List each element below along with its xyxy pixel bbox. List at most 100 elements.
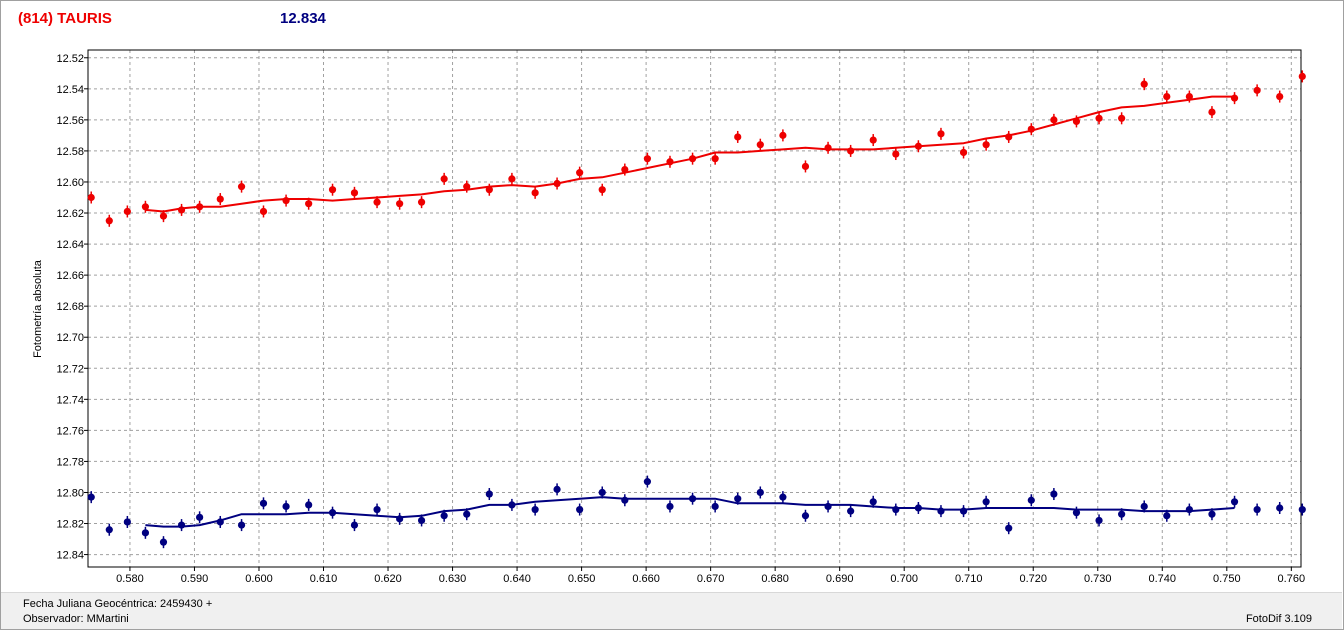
data-point-blue xyxy=(1163,512,1171,520)
data-point-red xyxy=(1185,92,1193,101)
x-tick-label: 0.710 xyxy=(955,573,983,585)
data-point-red xyxy=(892,150,900,158)
julian-date-label: Fecha Juliana Geocéntrica: 2459430 + xyxy=(23,598,213,610)
data-point-red xyxy=(159,212,168,220)
y-tick-label: 12.54 xyxy=(56,84,84,96)
data-point-red xyxy=(1140,80,1148,88)
data-point-blue xyxy=(328,509,337,517)
data-point-blue xyxy=(847,507,855,515)
series xyxy=(87,70,1306,549)
data-point-red xyxy=(982,141,990,149)
y-tick-label: 12.66 xyxy=(56,270,84,282)
data-point-blue xyxy=(463,510,471,518)
ticks: 0.580 0.590 0.600 0.610 0.620 0.630 0.640 0.650… xyxy=(56,53,1305,585)
data-point-red xyxy=(756,141,764,149)
y-tick-label: 12.52 xyxy=(56,53,84,65)
data-point-red xyxy=(141,203,150,211)
data-point-red xyxy=(1050,116,1058,124)
y-tick-label: 12.84 xyxy=(56,550,84,562)
data-point-red xyxy=(305,200,313,208)
plot-frame xyxy=(87,49,1302,568)
y-tick-label: 12.70 xyxy=(56,332,84,344)
data-point-blue xyxy=(373,505,381,514)
data-point-red xyxy=(914,142,922,150)
x-tick-label: 0.730 xyxy=(1084,573,1112,585)
x-tick-label: 0.740 xyxy=(1149,573,1177,585)
y-tick-label: 12.72 xyxy=(56,363,84,375)
x-tick-label: 0.690 xyxy=(826,573,854,585)
data-point-blue xyxy=(531,505,539,514)
x-tick-label: 0.720 xyxy=(1019,573,1047,585)
data-point-blue xyxy=(959,507,968,515)
data-point-blue xyxy=(756,488,764,497)
data-point-blue xyxy=(801,512,810,520)
data-point-blue xyxy=(237,521,246,529)
data-point-red xyxy=(1253,86,1261,94)
x-tick-label: 0.700 xyxy=(890,573,918,585)
data-point-red xyxy=(1095,114,1103,122)
x-tick-label: 0.620 xyxy=(374,573,402,585)
data-point-blue xyxy=(123,518,131,526)
data-point-red xyxy=(87,193,95,202)
data-point-blue xyxy=(350,521,359,529)
data-point-blue xyxy=(711,502,719,511)
x-tick-label: 0.750 xyxy=(1213,573,1241,585)
data-point-red xyxy=(1118,114,1126,122)
data-point-red xyxy=(576,169,584,177)
observer-label: Observador: MMartini xyxy=(23,613,129,625)
data-point-red xyxy=(734,133,742,141)
grid xyxy=(88,50,1301,567)
data-point-blue xyxy=(1276,504,1284,512)
data-point-red xyxy=(621,165,629,174)
y-tick-label: 12.68 xyxy=(56,301,84,313)
data-point-blue xyxy=(937,507,945,515)
x-tick-label: 0.650 xyxy=(568,573,596,585)
data-point-red xyxy=(666,158,674,166)
data-point-red xyxy=(396,200,404,208)
data-point-blue xyxy=(1005,524,1013,532)
y-tick-label: 12.56 xyxy=(56,115,84,127)
data-point-blue xyxy=(259,499,268,507)
data-point-red xyxy=(463,183,471,191)
data-point-blue xyxy=(621,496,629,504)
data-point-blue xyxy=(1140,502,1148,511)
data-point-red xyxy=(824,144,832,152)
data-point-blue xyxy=(1230,498,1239,506)
y-tick-label: 12.62 xyxy=(56,208,84,220)
object-name: (814) TAURIS xyxy=(18,10,112,27)
data-point-red xyxy=(177,206,186,214)
data-point-blue xyxy=(824,502,832,511)
x-tick-label: 0.660 xyxy=(632,573,660,585)
fit-line-blue xyxy=(145,496,1235,528)
y-tick-label: 12.76 xyxy=(56,425,84,437)
y-tick-label: 12.80 xyxy=(56,487,84,499)
data-point-red xyxy=(869,136,877,144)
data-point-blue xyxy=(417,516,426,525)
y-tick-label: 12.82 xyxy=(56,519,84,531)
data-point-blue xyxy=(440,512,448,520)
y-axis-label: Fotometría absoluta xyxy=(32,259,44,358)
data-point-red xyxy=(847,147,855,155)
data-point-red xyxy=(417,198,426,206)
data-point-blue xyxy=(553,485,561,493)
data-point-blue xyxy=(508,501,516,509)
mean-magnitude: 12.834 xyxy=(280,10,326,27)
data-point-blue xyxy=(1095,516,1103,525)
data-point-blue xyxy=(1208,510,1216,518)
data-point-blue xyxy=(1253,505,1261,514)
x-tick-label: 0.580 xyxy=(116,573,144,585)
data-point-blue xyxy=(666,502,674,511)
data-point-red xyxy=(237,183,246,191)
data-point-blue xyxy=(141,529,150,537)
data-point-red xyxy=(937,130,945,138)
data-point-blue xyxy=(576,505,584,514)
data-point-red xyxy=(779,131,787,139)
data-point-blue xyxy=(1118,510,1126,518)
data-point-red xyxy=(373,198,381,206)
y-tick-label: 12.58 xyxy=(56,146,84,158)
data-point-red xyxy=(259,207,268,216)
data-point-red xyxy=(1230,94,1239,102)
data-point-blue xyxy=(892,505,900,514)
data-point-blue xyxy=(305,501,313,509)
data-point-red xyxy=(216,195,224,203)
